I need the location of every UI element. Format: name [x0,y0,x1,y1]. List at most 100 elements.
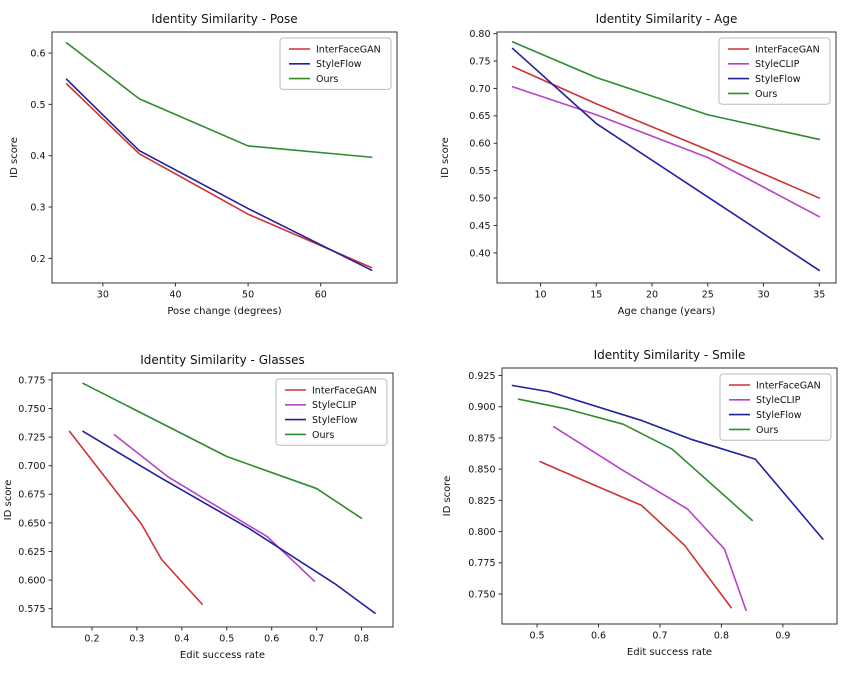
y-tick-label: 0.725 [18,432,45,443]
legend-label-interfacegan: InterFaceGAN [755,44,820,55]
x-tick-label: 40 [169,290,181,301]
x-axis-label: Edit success rate [180,650,265,661]
chart-title: Identity Similarity - Glasses [140,353,305,367]
series-line-styleflow [511,384,824,540]
legend-label-styleclip: StyleCLIP [756,395,801,406]
y-tick-label: 0.5 [30,100,45,111]
legend-box [279,37,392,90]
legend-label-styleclip: StyleCLIP [755,59,800,70]
legend: InterFaceGAN StyleCLIP StyleFlow Ours [718,37,831,105]
x-tick-label: 15 [590,290,602,301]
y-tick-label: 0.60 [469,139,490,150]
x-axis-label: Edit success rate [627,647,712,658]
series-line-interfacegan [68,430,203,605]
y-tick-label: 0.40 [469,248,490,259]
y-axis-label: ID score [440,137,451,178]
y-tick-label: 0.75 [469,56,490,67]
legend: InterFaceGAN StyleCLIP StyleFlow Ours [275,378,388,446]
x-tick-label: 60 [315,290,327,301]
legend-label-styleflow: StyleFlow [312,415,358,426]
y-tick-label: 0.750 [468,589,495,600]
chart-title: Identity Similarity - Smile [594,348,746,362]
x-tick-label: 0.4 [174,634,189,645]
x-tick-label: 0.6 [591,631,606,642]
y-tick-label: 0.875 [468,433,495,444]
y-tick-label: 0.3 [30,202,45,213]
glasses-chart-plot: Identity Similarity - Glasses Edit succes… [3,353,394,661]
y-tick-label: 0.2 [30,254,45,265]
y-tick-label: 0.800 [468,527,495,538]
x-tick-label: 0.3 [129,634,144,645]
axes-frame [501,367,838,625]
series-line-ours [511,41,821,141]
pose-chart-plot: Identity Similarity - Pose Pose change (d… [9,12,398,317]
legend: InterFaceGAN StyleCLIP StyleFlow Ours [719,373,832,441]
x-tick-label: 30 [757,290,769,301]
y-tick-label: 0.45 [469,221,490,232]
y-tick-label: 0.700 [18,461,45,472]
age-chart-plot: Identity Similarity - Age Age change (yea… [440,12,837,317]
chart-title: Identity Similarity - Pose [151,12,297,26]
series-line-ours [517,398,753,522]
x-tick-label: 0.5 [529,631,544,642]
axes-frame [496,31,837,284]
x-tick-label: 35 [813,290,825,301]
series-line-styleflow [65,78,373,271]
y-tick-label: 0.80 [469,29,490,40]
series-line-interfacegan [539,460,733,609]
x-axis-label: Pose change (degrees) [167,306,281,317]
axes-frame [51,31,398,284]
series-line-styleclip [511,86,821,218]
legend-label-interfacegan: InterFaceGAN [312,385,377,396]
y-tick-label: 0.750 [18,404,45,415]
x-tick-label: 0.9 [775,631,790,642]
series-line-styleclip [113,433,316,583]
x-tick-label: 0.2 [84,634,99,645]
legend-box [275,378,388,446]
x-tick-label: 30 [97,290,109,301]
y-tick-label: 0.925 [468,371,495,382]
y-tick-label: 0.6 [30,48,45,59]
y-axis-label: ID score [3,480,14,521]
smile-chart-plot: Identity Similarity - Smile Edit success … [442,348,838,658]
legend-label-interfacegan: InterFaceGAN [756,380,821,391]
x-tick-label: 0.6 [264,634,279,645]
x-tick-label: 10 [534,290,546,301]
legend-label-styleflow: StyleFlow [755,74,801,85]
legend-label-ours: Ours [755,89,777,100]
legend-label-styleflow: StyleFlow [316,59,362,70]
legend: InterFaceGAN StyleFlow Ours [279,37,392,90]
y-tick-label: 0.70 [469,84,490,95]
series-line-ours [65,41,373,159]
x-tick-label: 0.8 [354,634,369,645]
legend-box [719,373,832,441]
y-tick-label: 0.775 [18,375,45,386]
y-tick-label: 0.650 [18,518,45,529]
legend-label-styleflow: StyleFlow [756,410,802,421]
y-tick-label: 0.4 [30,151,45,162]
x-axis-label: Age change (years) [618,306,716,317]
x-tick-label: 0.7 [309,634,324,645]
x-tick-label: 20 [646,290,658,301]
series-line-interfacegan [65,83,373,269]
chart-title: Identity Similarity - Age [596,12,738,26]
y-tick-label: 0.575 [18,604,45,615]
y-tick-label: 0.50 [469,193,490,204]
y-tick-label: 0.600 [18,575,45,586]
y-tick-label: 0.850 [468,465,495,476]
y-tick-label: 0.675 [18,490,45,501]
chart-identity-similarity-smile: Identity Similarity - Smile Edit success … [421,335,842,670]
x-tick-label: 25 [702,290,714,301]
x-tick-label: 50 [242,290,254,301]
y-axis-label: ID score [9,137,20,178]
x-tick-label: 0.8 [714,631,729,642]
legend-label-ours: Ours [312,430,334,441]
chart-identity-similarity-age: Identity Similarity - Age Age change (yea… [421,0,842,335]
series-line-styleflow [82,430,376,615]
legend-label-interfacegan: InterFaceGAN [316,44,381,55]
y-tick-label: 0.775 [468,558,495,569]
y-tick-label: 0.55 [469,166,490,177]
y-tick-label: 0.825 [468,496,495,507]
y-tick-label: 0.65 [469,111,490,122]
